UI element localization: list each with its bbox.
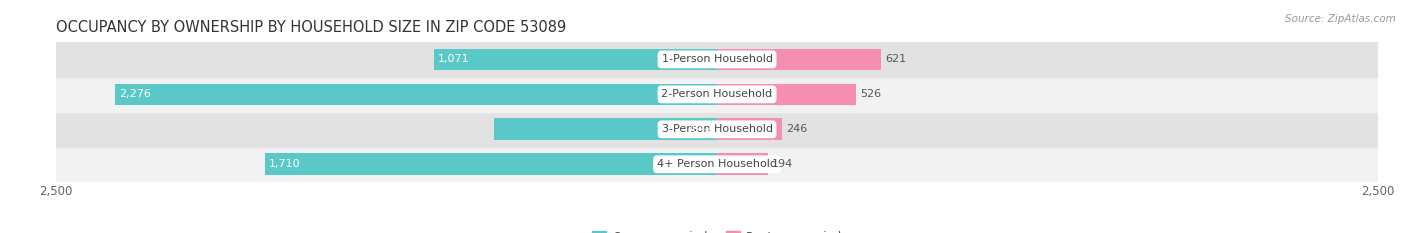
Text: Source: ZipAtlas.com: Source: ZipAtlas.com [1285,14,1396,24]
Bar [717,118,782,140]
Text: 3-Person Household: 3-Person Household [662,124,772,134]
Bar [717,49,882,70]
Text: 621: 621 [886,55,907,64]
Bar [266,154,717,175]
Text: 2,276: 2,276 [120,89,152,99]
Bar [717,154,768,175]
Text: 246: 246 [786,124,807,134]
Bar [434,49,717,70]
Text: OCCUPANCY BY OWNERSHIP BY HOUSEHOLD SIZE IN ZIP CODE 53089: OCCUPANCY BY OWNERSHIP BY HOUSEHOLD SIZE… [56,20,567,35]
Text: 1-Person Household: 1-Person Household [662,55,772,64]
Text: 526: 526 [860,89,882,99]
Text: 2-Person Household: 2-Person Household [661,89,773,99]
Bar [56,147,1378,182]
Text: 4+ Person Household: 4+ Person Household [657,159,778,169]
Text: 1,071: 1,071 [437,55,470,64]
Legend: Owner-occupied, Renter-occupied: Owner-occupied, Renter-occupied [588,226,846,233]
Bar [115,83,717,105]
Text: 194: 194 [772,159,793,169]
Bar [56,77,1378,112]
Bar [717,83,856,105]
Bar [56,112,1378,147]
Text: 1,710: 1,710 [269,159,301,169]
Text: 842: 842 [692,124,713,134]
Bar [56,42,1378,77]
Bar [495,118,717,140]
